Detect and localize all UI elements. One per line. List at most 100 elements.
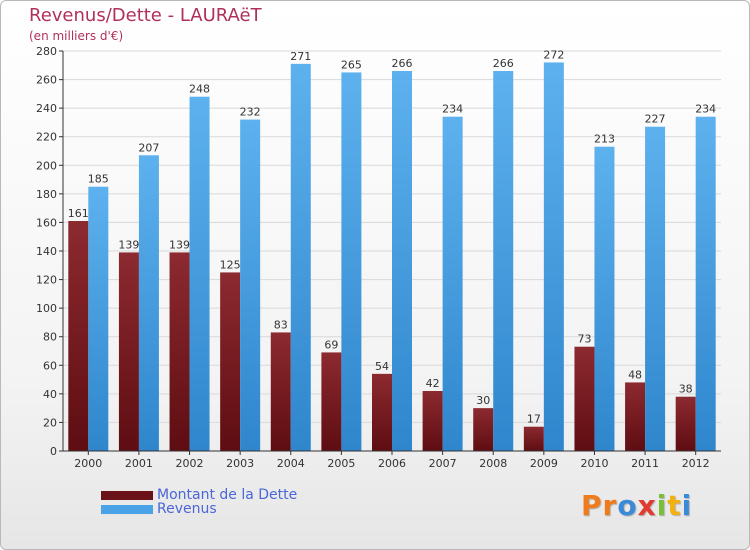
proxiti-logo: Proxiti: [581, 489, 692, 522]
x-tick-label: 2006: [378, 457, 406, 470]
y-tick-label: 140: [36, 245, 57, 258]
bar-revenue: [392, 71, 412, 451]
data-label-revenue: 207: [138, 141, 159, 154]
bars: [68, 62, 716, 452]
data-labels: 161 185 139 207 139 248 125 232 83 271 69 265 54 266 4…: [68, 48, 716, 425]
bar-debt: [270, 332, 291, 451]
logo-letter: i: [681, 489, 693, 522]
y-tick-label: 200: [36, 159, 57, 172]
legend-label-revenue: Revenus: [157, 501, 217, 517]
chart-subtitle: (en milliers d'€): [29, 29, 124, 43]
data-label-revenue: 232: [240, 106, 261, 119]
bar-revenue: [88, 186, 109, 451]
bar-debt: [169, 252, 190, 451]
logo-letter: x: [637, 489, 657, 522]
x-tick-label: 2004: [277, 457, 305, 470]
x-tick-label: 2008: [479, 457, 507, 470]
data-label-debt: 139: [169, 238, 190, 251]
axes: 0 20 40 60 80 100 120 140 160 180 200 220 240 260 280 2…: [36, 45, 721, 470]
data-label-debt: 48: [628, 368, 642, 381]
data-label-debt: 161: [68, 207, 89, 220]
data-label-revenue: 213: [594, 133, 615, 146]
data-label-debt: 30: [476, 394, 490, 407]
data-label-debt: 69: [324, 338, 338, 351]
data-label-debt: 139: [118, 238, 139, 251]
y-tick-label: 280: [36, 45, 57, 58]
x-tick-label: 2007: [429, 457, 457, 470]
legend-swatch-debt: [101, 490, 153, 500]
x-tick-label: 2002: [176, 457, 204, 470]
logo-letter: i: [656, 489, 668, 522]
y-tick-label: 20: [43, 416, 57, 429]
data-label-debt: 125: [220, 258, 241, 271]
y-tick-label: 220: [36, 131, 57, 144]
logo-letter: t: [667, 489, 682, 522]
y-tick-label: 260: [36, 74, 57, 87]
bar-debt: [675, 396, 696, 451]
data-label-revenue: 234: [695, 103, 716, 116]
logo-letter: r: [602, 489, 618, 522]
y-tick-label: 240: [36, 102, 57, 115]
x-tick-label: 2009: [530, 457, 558, 470]
x-tick-label: 2001: [125, 457, 153, 470]
bar-revenue: [240, 119, 261, 452]
y-tick-label: 100: [36, 302, 57, 315]
bar-revenue: [341, 72, 362, 451]
bar-revenue: [442, 116, 463, 451]
legend-item-debt: Montant de la Dette: [101, 487, 297, 503]
data-label-debt: 83: [274, 318, 288, 331]
x-tick-label: 2003: [226, 457, 254, 470]
bar-revenue: [189, 96, 210, 451]
bar-revenue: [594, 146, 615, 451]
bar-debt: [574, 346, 595, 451]
y-tick-label: 40: [43, 388, 57, 401]
bar-debt: [422, 391, 443, 451]
data-label-revenue: 271: [290, 50, 311, 63]
bar-debt: [473, 408, 494, 451]
bar-revenue: [493, 71, 514, 451]
x-tick-label: 2011: [631, 457, 659, 470]
y-tick-label: 160: [36, 216, 57, 229]
data-label-revenue: 266: [493, 57, 514, 70]
data-label-revenue: 248: [189, 83, 210, 96]
bar-debt: [68, 221, 89, 451]
legend-item-revenue: Revenus: [101, 501, 217, 517]
y-tick-label: 80: [43, 331, 57, 344]
bar-revenue: [138, 155, 159, 452]
data-label-revenue: 185: [88, 173, 109, 186]
data-label-debt: 17: [527, 413, 541, 426]
bar-revenue: [543, 62, 564, 452]
bar-debt: [625, 382, 646, 451]
data-label-debt: 54: [375, 360, 389, 373]
x-tick-label: 2010: [580, 457, 608, 470]
data-label-debt: 38: [679, 383, 693, 396]
bar-debt: [372, 373, 392, 451]
legend-label-debt: Montant de la Dette: [157, 487, 298, 503]
bar-debt: [118, 252, 139, 451]
data-label-revenue: 227: [645, 113, 666, 126]
y-tick-label: 180: [36, 188, 57, 201]
data-label-revenue: 265: [341, 58, 362, 71]
y-tick-label: 120: [36, 274, 57, 287]
data-label-debt: 42: [426, 377, 440, 390]
y-tick-label: 0: [50, 445, 57, 458]
data-label-revenue: 272: [543, 48, 564, 61]
y-tick-label: 60: [43, 359, 57, 372]
data-label-revenue: 234: [442, 103, 463, 116]
bar-debt: [321, 352, 342, 451]
chart-title: Revenus/Dette - LAURAëT: [29, 5, 262, 26]
legend-swatch-revenue: [101, 504, 153, 514]
bar-debt: [220, 272, 241, 451]
data-label-revenue: 266: [392, 57, 413, 70]
logo-letter: P: [581, 489, 603, 522]
data-label-debt: 73: [577, 333, 591, 346]
bar-revenue: [695, 116, 716, 451]
x-tick-label: 2005: [327, 457, 355, 470]
x-tick-label: 2012: [682, 457, 710, 470]
x-tick-label: 2000: [74, 457, 102, 470]
bar-revenue: [645, 126, 666, 451]
bar-debt: [523, 426, 544, 451]
bar-revenue: [290, 63, 311, 451]
